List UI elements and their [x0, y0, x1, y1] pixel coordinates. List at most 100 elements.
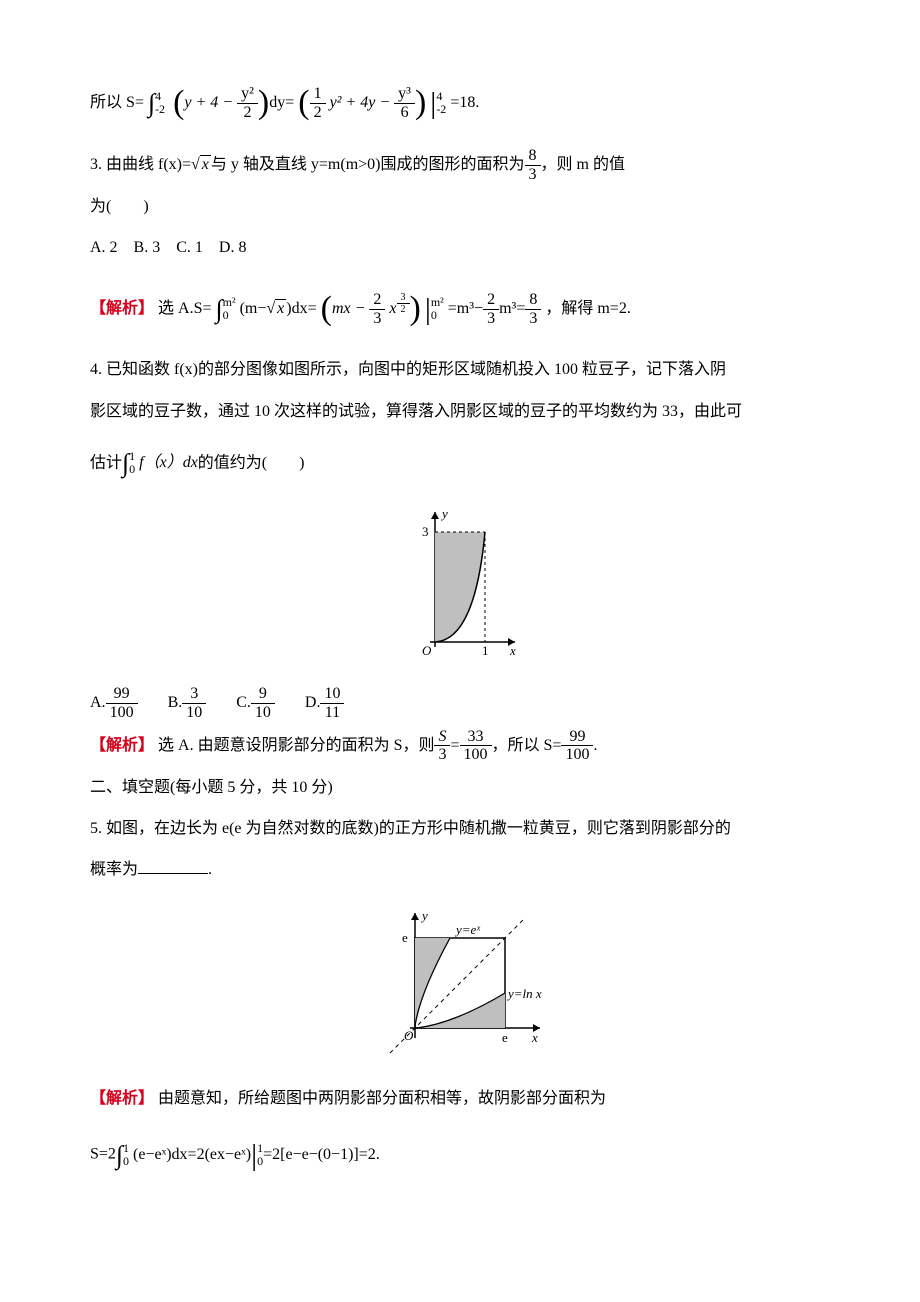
den: 3 [483, 310, 499, 328]
label: C. [236, 694, 251, 711]
e-right: e [502, 1030, 508, 1045]
label: A. [90, 694, 106, 711]
q5-l2: 概率为. [90, 852, 830, 887]
num: 9 [251, 685, 275, 704]
option-D: D.1011 [305, 685, 345, 721]
result: =18. [450, 94, 479, 111]
text: 概率为 [90, 861, 138, 878]
ex-label: y=eˣ [454, 922, 480, 937]
num: S [434, 728, 450, 747]
text: (m− [240, 300, 267, 317]
q4-l3: 估计∫10 f（x）dx的值约为( ) [90, 435, 830, 492]
option-B: B.310 [168, 685, 207, 721]
dy: dy= [269, 94, 294, 111]
den: 100 [106, 704, 138, 722]
q3-stem: 3. 由曲线 f(x)= x与 y 轴及直线 y=m(m>0)围成的图形的面积为8… [90, 147, 830, 183]
num: 1 [310, 85, 326, 104]
text: 3. 由曲线 f(x)= [90, 156, 191, 173]
origin-label: O [422, 643, 432, 658]
text: )dx= [286, 300, 316, 317]
y-label: y [420, 908, 428, 923]
eval-lo: -2 [436, 103, 446, 116]
q4-l1: 4. 已知函数 f(x)的部分图像如图所示，向图中的矩形区域随机投入 100 粒… [90, 352, 830, 387]
shade-1 [415, 938, 450, 1026]
den: 3 [525, 310, 541, 328]
text: 估计 [90, 454, 122, 471]
label: D. [305, 694, 321, 711]
x-label: x [531, 1030, 538, 1045]
period: . [593, 737, 597, 754]
den: 11 [320, 704, 344, 722]
solution-5-eq: S=2∫10 (e−eˣ)dx=2(ex−eˣ)|10=2[e−e−(0−1)]… [90, 1122, 830, 1188]
x: x [389, 300, 396, 317]
text: ，解得 m=2. [545, 300, 630, 317]
q4-options: A.99100 B.310 C.910 D.1011 [90, 685, 830, 721]
radicand: x [200, 155, 211, 173]
radicand: x [275, 299, 286, 317]
option-A: A.99100 [90, 685, 138, 721]
expr: mx − [332, 300, 365, 317]
num: y³ [394, 85, 415, 104]
figure-q4: y 3 O 1 x [90, 502, 830, 675]
den: 3 [434, 746, 450, 764]
label-3: 3 [422, 524, 429, 539]
e-top: e [402, 930, 408, 945]
x-label: x [509, 643, 516, 658]
result: =2[e−e−(0−1)]=2. [263, 1146, 380, 1163]
label-1: 1 [482, 643, 489, 658]
solution-5: 【解析】 由题意知，所给题图中两阴影部分面积相等，故阴影部分面积为 [90, 1081, 830, 1116]
num: 3 [397, 292, 410, 304]
num: 99 [106, 685, 138, 704]
expr: y² + 4y − [330, 94, 391, 111]
den: 10 [251, 704, 275, 722]
num: 33 [460, 728, 492, 747]
shade-2 [417, 993, 505, 1028]
den: 100 [460, 746, 492, 764]
solution-4: 【解析】 选 A. 由题意设阴影部分的面积为 S，则S3=33100，所以 S=… [90, 728, 830, 764]
period: . [208, 861, 212, 878]
num: 10 [320, 685, 344, 704]
num: 2 [483, 291, 499, 310]
blank-input[interactable] [138, 873, 208, 874]
den: 10 [182, 704, 206, 722]
origin-label: O [404, 1028, 414, 1043]
text: =m³− [448, 300, 483, 317]
integrand: f（x）dx [139, 454, 198, 471]
text: 由题意知，所给题图中两阴影部分面积相等，故阴影部分面积为 [158, 1090, 606, 1107]
num: 3 [182, 685, 206, 704]
solution-label: 【解析】 [90, 300, 154, 317]
den: 3 [525, 166, 541, 184]
den: 3 [369, 310, 385, 328]
text: 的值约为( ) [198, 454, 305, 471]
q3-stem-2: 为( ) [90, 189, 830, 224]
solution-line-1: 所以 S= ∫4-2 (y + 4 − y²2)dy= (12 y² + 4y … [90, 66, 830, 141]
q5-l1: 5. 如图，在边长为 e(e 为自然对数的底数)的正方形中随机撒一粒黄豆，则它落… [90, 811, 830, 846]
int-lo: -2 [155, 103, 165, 116]
num: 2 [369, 291, 385, 310]
den: 2 [310, 104, 326, 122]
q3-options: A. 2 B. 3 C. 1 D. 8 [90, 230, 830, 265]
num: 99 [561, 728, 593, 747]
option-C: C.910 [236, 685, 275, 721]
label: B. [168, 694, 183, 711]
eval-lo: 0 [431, 309, 444, 322]
int-lo: 0 [129, 463, 135, 476]
text: ，则 m 的值 [541, 156, 625, 173]
section-2-header: 二、填空题(每小题 5 分，共 10 分) [90, 770, 830, 805]
text: 与 y 轴及直线 y=m(m>0)围成的图形的面积为 [211, 156, 525, 173]
int-lo: 0 [223, 309, 236, 322]
solution-label: 【解析】 [90, 737, 154, 754]
den: 6 [394, 104, 415, 122]
num: y² [237, 85, 258, 104]
expr: y + 4 − [184, 94, 233, 111]
text: 所以 S= [90, 94, 144, 111]
num: 8 [525, 147, 541, 166]
text: m³= [499, 300, 525, 317]
den: 2 [397, 304, 410, 315]
solution-3: 【解析】 选 A.S= ∫m²0 (m−x)dx= (mx − 23 x32) … [90, 272, 830, 347]
solution-label: 【解析】 [90, 1090, 154, 1107]
text: S=2 [90, 1146, 116, 1163]
text: ，所以 S= [492, 737, 562, 754]
den: 100 [561, 746, 593, 764]
text: 选 A. 由题意设阴影部分的面积为 S，则 [158, 737, 434, 754]
